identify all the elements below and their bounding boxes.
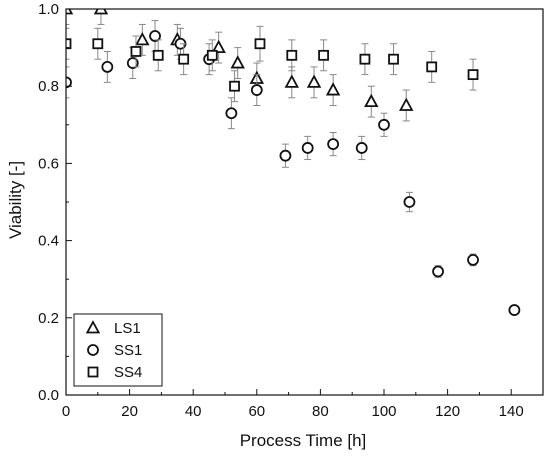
legend-marker	[85, 320, 101, 334]
data-point-ss4	[254, 38, 266, 50]
legend-marker	[87, 366, 99, 378]
data-point-ss4	[206, 49, 218, 61]
data-point-ss4	[66, 38, 72, 50]
legend-item-ls1: LS1	[85, 320, 141, 337]
data-point-ss1	[432, 265, 444, 278]
x-axis-title: Process Time [h]	[240, 431, 367, 450]
data-point-ss1	[301, 142, 314, 154]
y-axis-title: Viability [-]	[6, 161, 25, 239]
data-point-ls1	[211, 39, 226, 53]
data-point-ls1	[66, 9, 74, 15]
data-point-ss1	[279, 149, 292, 162]
y-tick-label: 0.6	[38, 155, 59, 172]
data-point-ss1	[66, 76, 72, 89]
x-tick-label: 100	[371, 403, 396, 420]
data-point-ss4	[467, 69, 479, 81]
data-point-ss1	[355, 142, 368, 154]
x-tick-label: 120	[435, 403, 460, 420]
data-point-ss4	[178, 53, 190, 65]
data-point-ls1	[364, 93, 379, 108]
x-tick-label: 140	[499, 403, 524, 420]
legend-label: SS4	[114, 364, 142, 381]
data-point-ss1	[225, 107, 238, 120]
data-points	[66, 9, 521, 316]
legend-label: SS1	[114, 342, 142, 359]
error-bar	[66, 27, 70, 60]
data-point-ss4	[388, 53, 399, 65]
x-tick-label: 60	[248, 403, 265, 420]
axes: 0 20 40 60 80 100 120 140 0.0 0.2 0.4 0.6 0.8 1.0	[38, 1, 544, 420]
legend-item-ss4: SS4	[87, 364, 142, 381]
legend-item-ss1: SS1	[87, 342, 142, 359]
data-point-ls1	[399, 97, 414, 111]
data-point-ls1	[325, 82, 341, 96]
data-point-ss1	[126, 57, 139, 69]
legend-label: LS1	[114, 320, 141, 337]
data-point-ss1	[101, 61, 114, 73]
data-point-ss4	[359, 53, 371, 65]
x-tick-label: 40	[185, 403, 202, 420]
error-bar	[66, 9, 70, 25]
data-point-ls1	[135, 31, 150, 46]
data-point-ss1	[403, 196, 416, 208]
data-point-ss4	[286, 49, 298, 61]
series-ss1	[66, 20, 521, 316]
data-point-ss1	[327, 138, 340, 151]
data-point-ss1	[508, 304, 521, 316]
data-point-ls1	[230, 55, 245, 69]
data-point-ss4	[92, 38, 104, 50]
plot-area	[66, 9, 521, 316]
series-ss4	[66, 25, 479, 103]
data-point-ss4	[229, 80, 240, 92]
data-point-ss1	[378, 118, 390, 131]
x-tick-label: 20	[121, 403, 138, 420]
data-point-ss1	[467, 253, 479, 266]
y-tick-label: 0.0	[38, 387, 59, 404]
error-bar	[66, 66, 70, 99]
data-point-ls1	[284, 74, 299, 88]
y-tick-label: 1.0	[38, 1, 59, 18]
data-point-ss4	[318, 49, 329, 61]
y-tick-label: 0.2	[38, 310, 59, 327]
data-point-ss1	[149, 30, 161, 42]
y-tick-label: 0.8	[38, 78, 59, 95]
data-point-ls1	[306, 74, 322, 88]
data-point-ss4	[426, 61, 438, 73]
legend: LS1 SS1 SS4	[73, 313, 163, 387]
data-point-ss4	[152, 49, 164, 61]
x-tick-label: 80	[312, 403, 329, 420]
data-point-ls1	[93, 9, 109, 15]
data-point-ss1	[250, 84, 263, 96]
x-tick-label: 0	[62, 403, 70, 420]
data-point-ss4	[130, 46, 142, 57]
y-tick-label: 0.4	[38, 233, 59, 250]
series-ls1	[66, 9, 414, 122]
legend-marker	[87, 344, 99, 356]
